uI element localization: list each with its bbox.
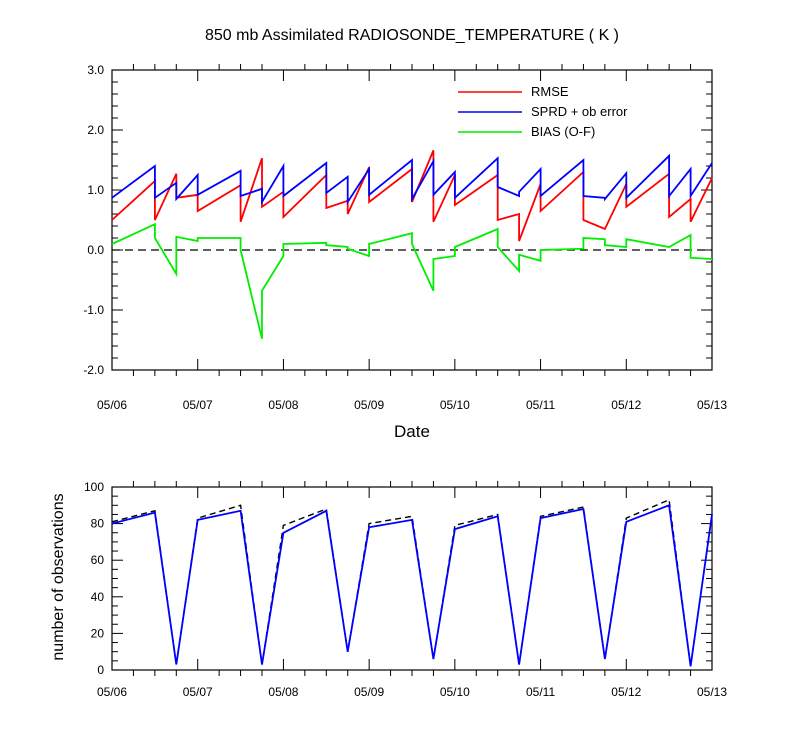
bottom-y-tick-label: 0: [97, 663, 104, 677]
top-y-tick-label: 0.0: [87, 243, 104, 257]
bottom-y-tick-label: 40: [91, 590, 105, 604]
bottom-x-tick-label: 05/07: [183, 685, 213, 699]
top-y-tick-label: -1.0: [83, 303, 104, 317]
bottom-chart: 05/06 05/07 05/08 05/09 05/10 05/11 05/12 05/13…: [50, 480, 727, 699]
top-x-tick-label: 05/07: [183, 398, 213, 412]
bottom-y-tick-label: 80: [91, 517, 105, 531]
bottom-x-tick-label: 05/10: [440, 685, 470, 699]
top-series-group: [111, 150, 713, 340]
top-x-tick-label: 05/12: [611, 398, 641, 412]
top-x-axis-label: Date: [394, 422, 430, 441]
top-y-tick-label: 2.0: [87, 123, 104, 137]
top-y-tick-label: -2.0: [83, 363, 104, 377]
bottom-series-group: [111, 498, 713, 667]
series-line-sprd-ob-error: [111, 153, 713, 206]
bottom-x-tick-label: 05/13: [697, 685, 727, 699]
bottom-plot-frame: [111, 486, 713, 671]
top-axes: 05/06 05/07 05/08 05/09 05/10 05/11 05/12 05/13…: [83, 63, 727, 412]
bottom-y-tick-label: 60: [91, 553, 105, 567]
top-chart: 850 mb Assimilated RADIOSONDE_TEMPERATUR…: [83, 27, 727, 441]
top-y-tick-label: 1.0: [87, 183, 104, 197]
chart-title: 850 mb Assimilated RADIOSONDE_TEMPERATUR…: [205, 27, 619, 44]
series-line-rmse: [111, 150, 713, 242]
legend-label-bias: BIAS (O-F): [531, 124, 595, 139]
legend-label-sprd: SPRD + ob error: [531, 104, 628, 119]
bottom-y-tick-label: 20: [91, 626, 105, 640]
top-y-tick-label: 3.0: [87, 63, 104, 77]
series-line-observations-assimilated: [111, 504, 713, 667]
legend: RMSE SPRD + ob error BIAS (O-F): [458, 84, 628, 139]
bottom-x-tick-label: 05/09: [354, 685, 384, 699]
bottom-x-tick-label: 05/08: [268, 685, 298, 699]
top-x-tick-label: 05/10: [440, 398, 470, 412]
bottom-y-tick-label: 100: [84, 480, 104, 494]
top-x-tick-label: 05/08: [268, 398, 298, 412]
top-x-tick-label: 05/11: [526, 398, 555, 412]
bottom-x-tick-label: 05/12: [611, 685, 641, 699]
bottom-x-tick-label: 05/11: [526, 685, 555, 699]
legend-label-rmse: RMSE: [531, 84, 569, 99]
top-x-tick-label: 05/06: [97, 398, 127, 412]
bottom-x-tick-label: 05/06: [97, 685, 127, 699]
top-x-tick-label: 05/13: [697, 398, 727, 412]
bottom-axes: 05/06 05/07 05/08 05/09 05/10 05/11 05/12 05/13…: [84, 480, 727, 699]
series-line-bias-o-f: [111, 222, 713, 340]
top-x-tick-label: 05/09: [354, 398, 384, 412]
bottom-y-axis-label: number of observations: [50, 493, 67, 660]
